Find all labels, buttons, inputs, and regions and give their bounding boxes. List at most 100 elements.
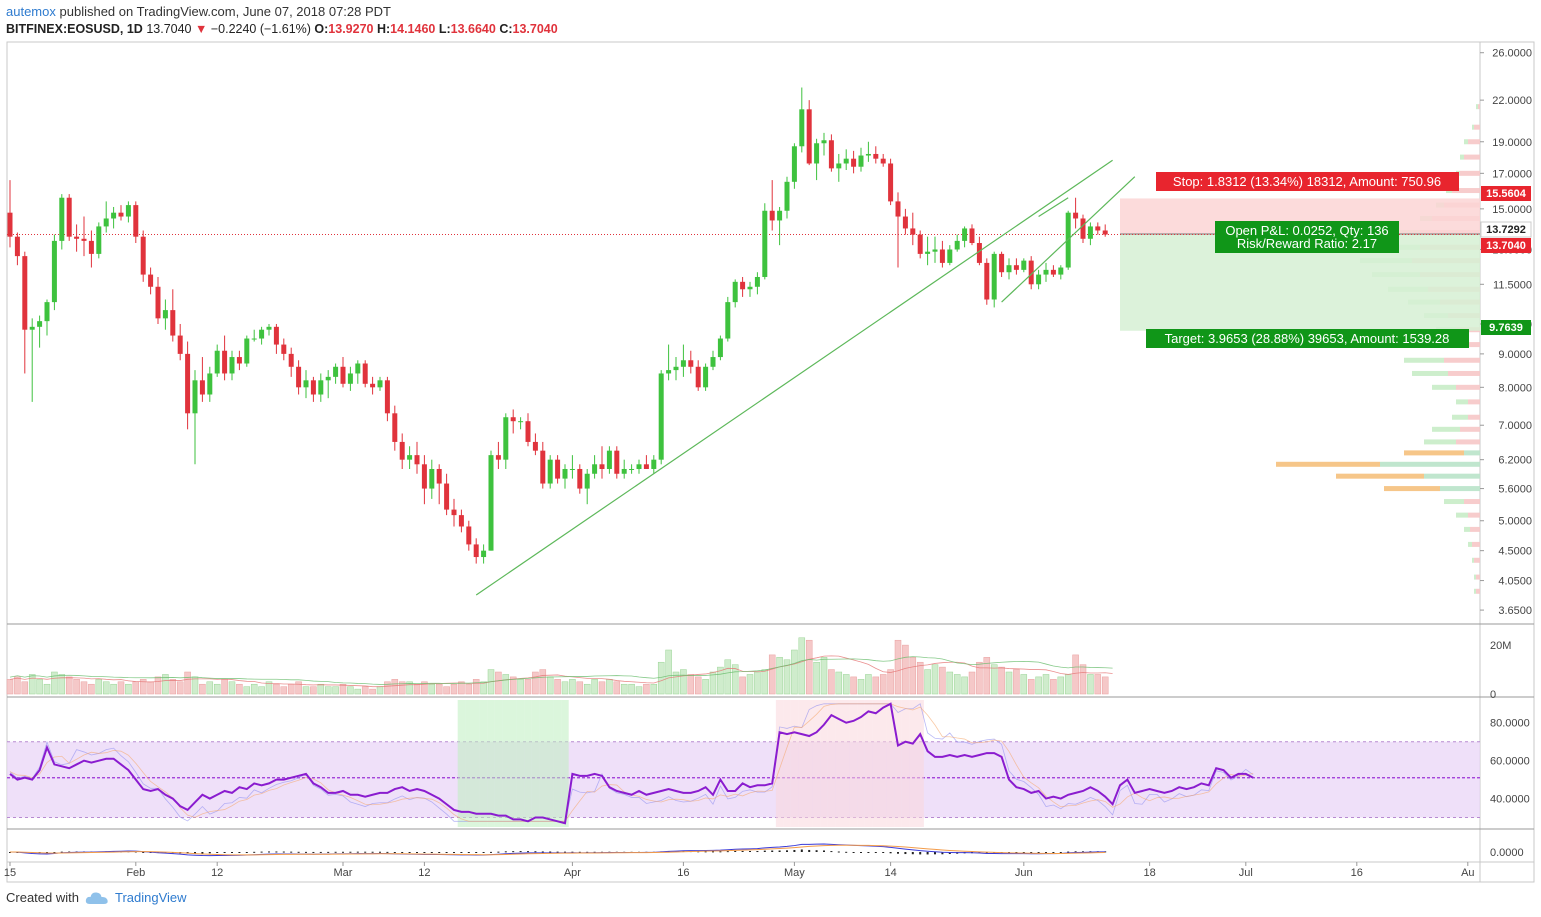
volume-bar xyxy=(495,671,502,695)
macd-histogram-bar xyxy=(342,851,344,853)
candle-down xyxy=(910,228,916,235)
tradingview-link[interactable]: TradingView xyxy=(85,890,187,905)
candle-down xyxy=(370,383,376,388)
macd-histogram-bar xyxy=(201,852,204,854)
long-position-tool[interactable] xyxy=(7,198,1480,331)
target-label-box[interactable] xyxy=(1146,329,1469,348)
volume-bar xyxy=(1042,674,1050,695)
volume-bar xyxy=(21,681,29,695)
volume-bar xyxy=(1050,679,1057,695)
rsi-overbought-column xyxy=(879,700,887,827)
volume-profile-down-bar xyxy=(1424,473,1480,479)
volume-bar xyxy=(717,666,724,695)
volume-bar xyxy=(776,657,783,695)
volume-bar xyxy=(6,679,14,695)
rsi-oversold-column xyxy=(502,700,510,827)
time-axis[interactable]: 15 Feb 12 Mar 12 Apr 16 May 14 Jun 18 Jul 16 Au xyxy=(4,862,1475,879)
macd-axis-label: 0.0000 xyxy=(1490,847,1524,859)
rsi-oversold-column xyxy=(472,700,480,827)
candle-up xyxy=(51,240,57,303)
volume-bar xyxy=(80,681,88,695)
price-tick-label: 22.0000 xyxy=(1492,95,1532,107)
volume-profile-down-bar xyxy=(1468,512,1480,518)
macd-histogram-bar xyxy=(771,850,774,852)
time-tick-label: Jul xyxy=(1239,867,1253,879)
candle-down xyxy=(281,344,287,354)
candle-up xyxy=(791,146,797,182)
macd-histogram-bar xyxy=(245,852,248,853)
rsi-overbought-column xyxy=(835,700,843,827)
macd-histogram-bar xyxy=(778,850,781,852)
volume-bar xyxy=(702,679,709,695)
candle-down xyxy=(362,363,368,384)
trendline[interactable] xyxy=(1038,197,1069,218)
volume-bar xyxy=(162,674,169,695)
rsi-oversold-column xyxy=(546,700,554,827)
rsi-overbought-column xyxy=(857,700,865,827)
volume-profile-down-bar xyxy=(1440,486,1480,492)
candle-down xyxy=(66,197,72,237)
volume-profile-down-bar xyxy=(1380,461,1480,467)
macd-histogram-bar xyxy=(142,851,145,853)
volume-bar xyxy=(850,676,857,695)
price-tick-label: 15.0000 xyxy=(1492,204,1532,216)
pnl-label-box[interactable] xyxy=(1215,221,1399,253)
price-axis-markers: 15.5604 13.7292 13.7040 9.7639 xyxy=(1480,186,1532,335)
volume-bar xyxy=(384,681,391,695)
price-tick-label: 19.0000 xyxy=(1492,137,1532,149)
rsi-oversold-column xyxy=(553,700,562,827)
candle-down xyxy=(1102,230,1108,235)
volume-profile-down-bar xyxy=(1468,399,1480,405)
current-level-text: 13.7292 xyxy=(1486,224,1526,236)
macd-histogram-bar xyxy=(571,851,574,853)
volume-bar xyxy=(561,681,569,695)
volume-bar xyxy=(36,679,43,695)
candle-down xyxy=(1028,260,1034,285)
macd-histogram-bar xyxy=(312,851,315,853)
candle-up xyxy=(814,143,820,164)
time-tick-label: 12 xyxy=(211,867,223,879)
candle-down xyxy=(118,212,124,217)
trendlines[interactable] xyxy=(475,159,1136,596)
last-price-legend: 13.7040 xyxy=(146,22,192,36)
price-tick-label: 9.0000 xyxy=(1498,349,1532,361)
trendline[interactable] xyxy=(1001,176,1136,303)
candle-up xyxy=(1058,267,1064,275)
volume-bar xyxy=(828,669,835,695)
trendline[interactable] xyxy=(475,159,1113,596)
candle-up xyxy=(843,158,849,164)
rsi-pane: 80.0000 60.0000 40.0000 xyxy=(7,700,1530,827)
volume-bar xyxy=(1005,671,1013,695)
candle-up xyxy=(407,455,413,460)
volume-bar xyxy=(1027,679,1035,695)
volume-profile-down-bar xyxy=(1474,557,1480,563)
time-tick-label: Jun xyxy=(1015,867,1033,879)
candle-up xyxy=(547,459,553,484)
volume-profile-down-bar xyxy=(1478,104,1480,110)
macd-histogram-bar xyxy=(845,851,848,853)
candlestick-series xyxy=(7,87,1108,564)
volume-bar xyxy=(968,671,976,695)
candle-up xyxy=(207,373,213,395)
stop-label-box[interactable] xyxy=(1156,172,1459,191)
macd-histogram-bar xyxy=(253,851,256,853)
macd-histogram-bar xyxy=(504,851,507,853)
volume-profile-up-bar xyxy=(1474,588,1476,594)
volume-bar xyxy=(643,683,650,695)
macd-histogram-bar xyxy=(430,852,433,853)
volume-profile-up-bar xyxy=(1464,139,1468,145)
candle-down xyxy=(444,483,450,510)
macd-histogram-bar xyxy=(327,851,330,853)
candle-down xyxy=(222,350,228,374)
volume-bar xyxy=(221,679,228,695)
candle-up xyxy=(717,338,723,358)
open-value: 13.9270 xyxy=(328,22,374,36)
volume-bar xyxy=(761,669,769,695)
author-link[interactable]: autemox xyxy=(6,4,56,19)
volume-bar xyxy=(421,681,428,695)
volume-bar xyxy=(576,681,584,695)
price-axis[interactable]: 26.000022.000019.000017.000015.000013.00… xyxy=(1480,48,1532,617)
position-labels[interactable]: Stop: 1.8312 (13.34%) 18312, Amount: 750… xyxy=(1146,172,1469,348)
macd-histogram-bar xyxy=(231,852,233,853)
